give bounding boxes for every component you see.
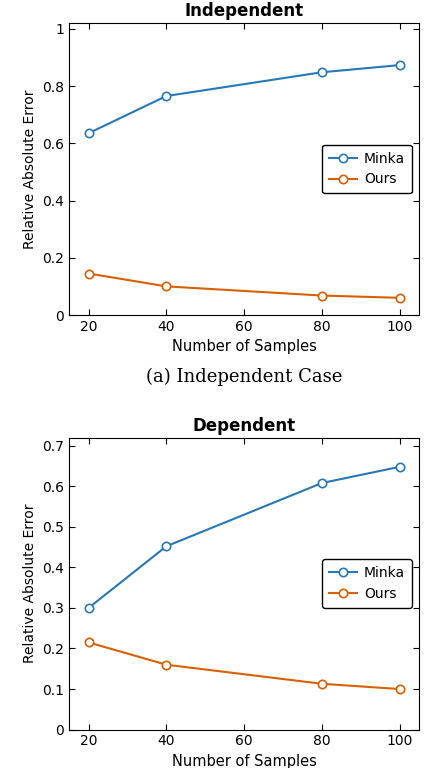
Ours: [319, 291, 324, 300]
Line: Ours: Ours: [84, 638, 404, 694]
Minka: [397, 462, 402, 472]
Ours: [397, 293, 402, 303]
Title: Independent: Independent: [184, 2, 304, 20]
Minka: [319, 68, 324, 77]
Line: Ours: Ours: [84, 270, 404, 302]
Minka: [164, 91, 169, 101]
Text: (a) Independent Case: (a) Independent Case: [146, 368, 342, 386]
Minka: [319, 478, 324, 488]
Legend: Minka, Ours: Minka, Ours: [322, 559, 412, 608]
Line: Minka: Minka: [84, 462, 404, 612]
X-axis label: Number of Samples: Number of Samples: [172, 754, 317, 768]
Ours: [397, 684, 402, 694]
Minka: [397, 61, 402, 70]
Ours: [164, 660, 169, 670]
Minka: [86, 128, 91, 137]
Minka: [164, 541, 169, 551]
Ours: [86, 269, 91, 278]
Y-axis label: Relative Absolute Error: Relative Absolute Error: [23, 504, 37, 664]
Y-axis label: Relative Absolute Error: Relative Absolute Error: [23, 89, 37, 249]
X-axis label: Number of Samples: Number of Samples: [172, 339, 317, 354]
Ours: [86, 637, 91, 647]
Ours: [319, 679, 324, 688]
Minka: [86, 604, 91, 613]
Title: Dependent: Dependent: [193, 417, 295, 435]
Ours: [164, 282, 169, 291]
Legend: Minka, Ours: Minka, Ours: [322, 144, 412, 194]
Line: Minka: Minka: [84, 61, 404, 137]
